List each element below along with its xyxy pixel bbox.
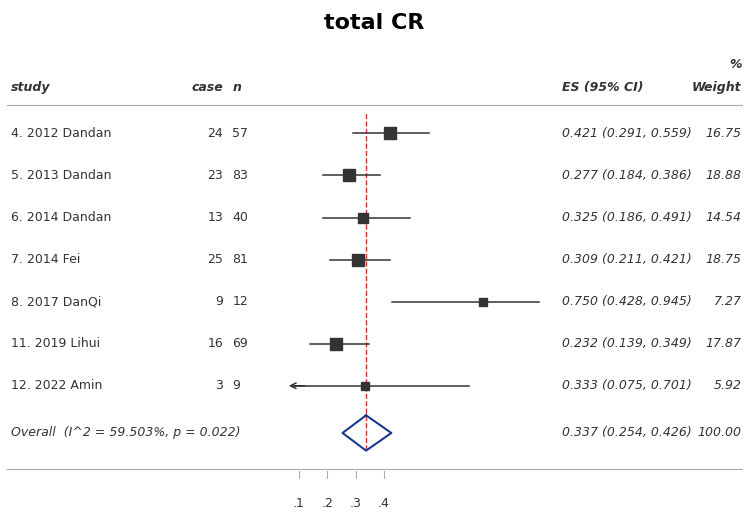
- Text: 4. 2012 Dandan: 4. 2012 Dandan: [11, 127, 112, 140]
- Text: 0.232 (0.139, 0.349): 0.232 (0.139, 0.349): [562, 337, 691, 350]
- Text: .3: .3: [350, 497, 362, 510]
- Text: 11. 2019 Lihui: 11. 2019 Lihui: [11, 337, 100, 350]
- Text: 0.277 (0.184, 0.386): 0.277 (0.184, 0.386): [562, 169, 691, 182]
- Text: .2: .2: [321, 497, 333, 510]
- Text: 7.27: 7.27: [714, 295, 742, 308]
- Text: 12. 2022 Amin: 12. 2022 Amin: [11, 379, 103, 392]
- Text: 57: 57: [232, 127, 248, 140]
- Text: 9: 9: [215, 295, 223, 308]
- Text: 12: 12: [232, 295, 248, 308]
- Text: .1: .1: [293, 497, 305, 510]
- Text: 40: 40: [232, 211, 248, 224]
- Text: .4: .4: [378, 497, 390, 510]
- Text: 14.54: 14.54: [706, 211, 742, 224]
- Text: 6. 2014 Dandan: 6. 2014 Dandan: [11, 211, 112, 224]
- Text: 100.00: 100.00: [697, 426, 742, 440]
- Text: 0.309 (0.211, 0.421): 0.309 (0.211, 0.421): [562, 253, 691, 266]
- Text: 7. 2014 Fei: 7. 2014 Fei: [11, 253, 81, 266]
- Text: 83: 83: [232, 169, 248, 182]
- Text: 81: 81: [232, 253, 248, 266]
- Text: 25: 25: [207, 253, 223, 266]
- Text: 18.88: 18.88: [706, 169, 742, 182]
- Text: 0.337 (0.254, 0.426): 0.337 (0.254, 0.426): [562, 426, 691, 440]
- Text: 24: 24: [207, 127, 223, 140]
- Text: 9: 9: [232, 379, 240, 392]
- Text: 5. 2013 Dandan: 5. 2013 Dandan: [11, 169, 112, 182]
- Text: 0.325 (0.186, 0.491): 0.325 (0.186, 0.491): [562, 211, 691, 224]
- Text: Overall  (I^2 = 59.503%, p = 0.022): Overall (I^2 = 59.503%, p = 0.022): [11, 426, 240, 440]
- Text: 69: 69: [232, 337, 248, 350]
- Text: 18.75: 18.75: [706, 253, 742, 266]
- Text: 5.92: 5.92: [714, 379, 742, 392]
- Text: study: study: [11, 81, 51, 94]
- Text: 0.750 (0.428, 0.945): 0.750 (0.428, 0.945): [562, 295, 691, 308]
- Text: 17.87: 17.87: [706, 337, 742, 350]
- Text: 3: 3: [215, 379, 223, 392]
- Text: ES (95% CI): ES (95% CI): [562, 81, 643, 94]
- Text: 16.75: 16.75: [706, 127, 742, 140]
- Text: total CR: total CR: [324, 13, 425, 33]
- Text: Weight: Weight: [692, 81, 742, 94]
- Text: %: %: [729, 57, 742, 71]
- Text: 8. 2017 DanQi: 8. 2017 DanQi: [11, 295, 102, 308]
- Text: 0.333 (0.075, 0.701): 0.333 (0.075, 0.701): [562, 379, 691, 392]
- Text: case: case: [192, 81, 223, 94]
- Text: 13: 13: [207, 211, 223, 224]
- Text: 23: 23: [207, 169, 223, 182]
- Text: n: n: [232, 81, 241, 94]
- Text: 16: 16: [207, 337, 223, 350]
- Text: 0.421 (0.291, 0.559): 0.421 (0.291, 0.559): [562, 127, 691, 140]
